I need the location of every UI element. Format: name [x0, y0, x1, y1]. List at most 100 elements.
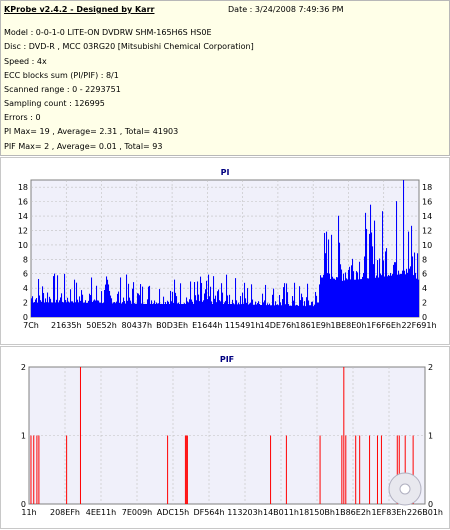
pi-bar — [408, 231, 410, 317]
pi-chart-panel: 0 0 2 2 4 4 6 6 8 8 10 10 12 12 14 14 16 16 18 18 7Ch 21635h 5… — [0, 157, 450, 345]
pi-bar — [106, 276, 108, 317]
pi-bar — [415, 272, 417, 317]
pi-bar — [177, 303, 179, 317]
pi-bar — [402, 270, 404, 317]
pi-bar — [378, 277, 380, 317]
pi-bar — [334, 278, 336, 317]
pif-ytick-left: 1 — [21, 432, 26, 441]
pi-bar — [61, 293, 63, 317]
pi-bar — [239, 304, 241, 317]
pi-bar — [323, 274, 325, 317]
pi-bar — [39, 295, 41, 317]
pi-bar — [197, 281, 199, 317]
scan-date: Date : 3/24/2008 7:49:36 PM — [228, 5, 344, 14]
pi-bar — [308, 300, 310, 317]
pi-bar — [77, 299, 79, 317]
pi-bar — [302, 297, 304, 317]
pi-bar — [211, 301, 213, 317]
pi-bar — [258, 301, 260, 317]
pi-bar — [270, 305, 272, 317]
pi-bar — [50, 298, 52, 317]
pi-bar — [128, 283, 130, 317]
pi-bar — [293, 300, 295, 317]
pi-bar — [339, 242, 341, 317]
pi-bar — [205, 289, 207, 317]
pif-ytick-left: 2 — [21, 363, 26, 372]
pi-bar — [73, 302, 75, 317]
pi-bar — [56, 299, 58, 317]
pi-bar — [246, 302, 248, 317]
pi-bar — [360, 279, 362, 317]
pi-bar — [82, 294, 84, 317]
pi-ytick-right: 10 — [422, 241, 432, 250]
pi-bar — [411, 225, 413, 317]
pi-bar — [228, 303, 230, 317]
pi-xtick-label: 115491h — [225, 321, 261, 330]
pi-bar — [332, 276, 334, 317]
pi-bar — [230, 304, 232, 317]
pi-bar — [375, 277, 377, 317]
pi-bar — [103, 302, 105, 317]
pi-bar — [392, 274, 394, 317]
pi-bar — [86, 302, 88, 317]
pi-ytick-left: 2 — [23, 299, 28, 308]
pi-bar — [252, 299, 254, 317]
pi-bar — [201, 282, 203, 317]
pi-bar — [78, 302, 80, 317]
pi-bar — [192, 301, 194, 317]
pi-bar — [215, 295, 217, 317]
pi-bar — [130, 300, 132, 317]
pi-bar — [265, 284, 267, 317]
pi-bar — [99, 302, 101, 317]
pi-bar — [101, 291, 103, 317]
pi-bar — [318, 302, 320, 317]
pi-bar — [327, 273, 329, 317]
pi-bar — [137, 293, 139, 317]
pi-bar — [377, 260, 379, 317]
pif-xtick-label: 113203h — [227, 508, 263, 517]
pi-bar — [352, 258, 354, 317]
pi-bar — [272, 294, 274, 317]
pi-bar — [153, 303, 155, 317]
pi-bar — [297, 305, 299, 317]
pi-bar — [159, 289, 161, 317]
pi-bar — [187, 301, 189, 317]
pi-bar — [64, 273, 66, 317]
pi-bar — [365, 212, 367, 317]
pi-bar — [66, 302, 68, 317]
pi-xtick-label: 22F691h — [401, 321, 436, 330]
pi-bar — [366, 228, 368, 317]
pi-bar — [256, 304, 258, 317]
pi-bar — [399, 274, 401, 317]
pi-bar — [311, 301, 313, 317]
pi-bar — [226, 274, 228, 317]
pi-bar — [139, 295, 141, 317]
pi-bar — [81, 290, 83, 317]
pi-chart-title: PI — [221, 168, 230, 177]
pi-bar — [381, 275, 383, 317]
pi-bar — [52, 302, 54, 317]
pi-bar — [122, 302, 124, 317]
pi-bar — [354, 279, 356, 317]
pi-bar — [418, 279, 420, 317]
pi-xtick-label: B0D3Eh — [156, 321, 188, 330]
pi-ytick-right: 14 — [422, 212, 432, 221]
pi-bar — [131, 303, 133, 317]
pi-bar — [75, 302, 77, 317]
pi-bar — [289, 305, 291, 317]
pi-bar — [333, 278, 335, 317]
pi-bar — [123, 297, 125, 317]
pi-bar — [368, 278, 370, 317]
pi-bar — [321, 277, 323, 317]
pi-bar — [112, 303, 114, 317]
pi-bar — [314, 304, 316, 317]
pi-bar — [304, 301, 306, 317]
pi-bar — [376, 275, 378, 317]
pi-bar — [206, 280, 208, 317]
pi-bar — [68, 301, 70, 317]
pi-bar — [125, 303, 127, 317]
pi-bar — [347, 279, 349, 317]
pi-bar — [217, 291, 219, 317]
pi-bar — [119, 302, 121, 317]
